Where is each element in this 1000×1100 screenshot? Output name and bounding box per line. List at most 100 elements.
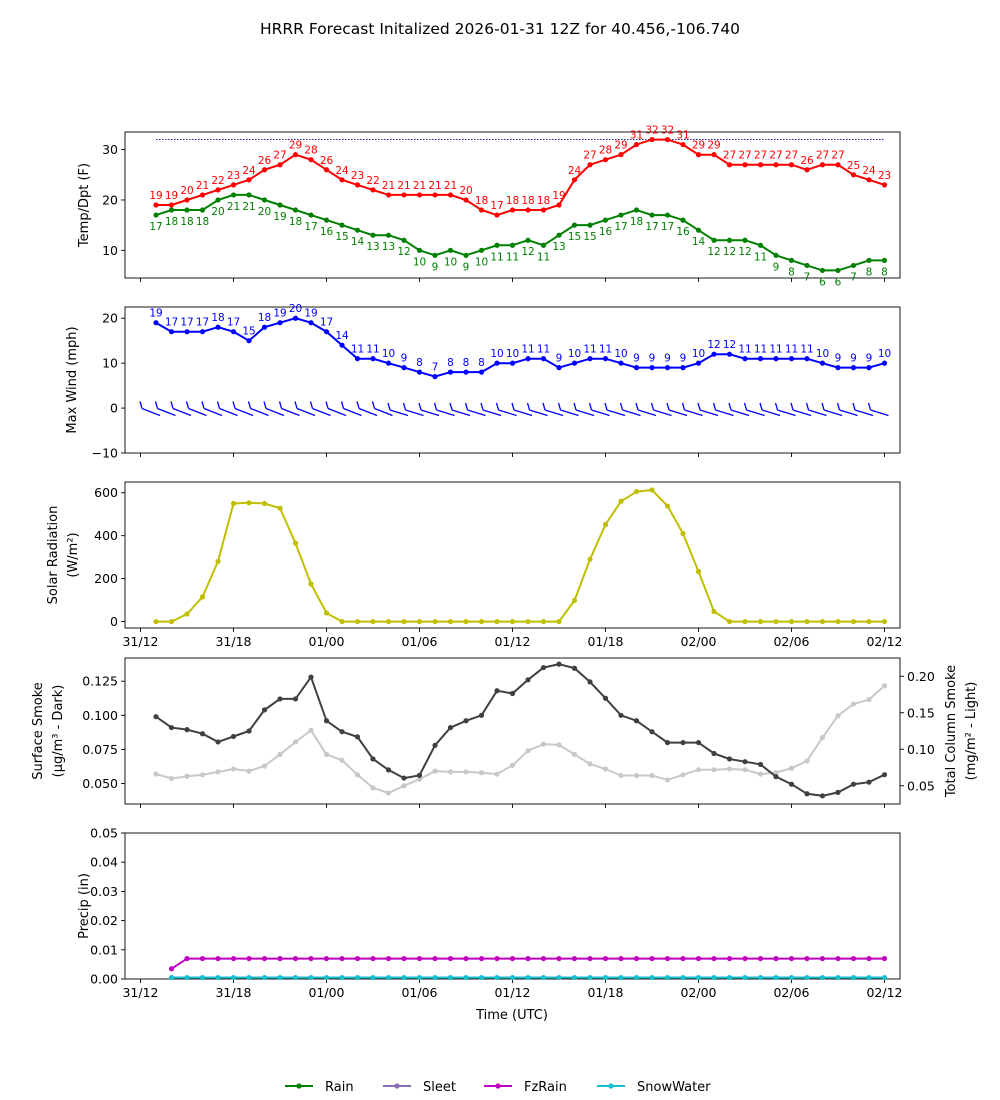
data-label: 27 <box>769 150 782 162</box>
data-point <box>447 769 454 775</box>
data-point <box>525 974 531 981</box>
data-point <box>866 177 872 183</box>
wind-barb-flag <box>278 401 283 409</box>
wind-barb <box>761 409 781 417</box>
data-point <box>571 974 578 981</box>
data-point <box>540 618 547 625</box>
data-point <box>432 192 438 198</box>
data-point <box>804 974 810 981</box>
wind-barb <box>250 407 269 417</box>
data-point <box>850 974 857 981</box>
x-tick-label: 31/18 <box>215 985 251 1000</box>
data-point <box>215 324 221 330</box>
legend-marker <box>394 1083 400 1089</box>
data-label: 8 <box>463 357 470 369</box>
wind-barb <box>560 409 579 417</box>
data-point <box>230 182 237 188</box>
data-point <box>323 329 330 335</box>
data-point <box>711 767 717 773</box>
data-point <box>339 955 345 962</box>
data-point <box>618 360 624 366</box>
data-point <box>850 365 857 371</box>
data-point <box>416 955 423 962</box>
data-point <box>881 618 888 625</box>
wind-barb <box>436 409 455 417</box>
wind-barb-flag <box>759 402 763 411</box>
data-point <box>866 257 872 263</box>
data-label: 17 <box>227 317 240 329</box>
wind-barb-flag <box>557 402 562 411</box>
wind-barbs <box>139 401 889 417</box>
wind-barb-flag <box>216 401 221 409</box>
data-point <box>866 779 872 785</box>
data-point <box>602 521 609 528</box>
data-point <box>711 237 717 243</box>
series-total-column-smoke <box>153 683 888 796</box>
data-label: 10 <box>614 348 627 360</box>
data-point <box>540 664 547 671</box>
data-point <box>308 212 314 218</box>
data-point <box>633 141 640 148</box>
data-point <box>556 202 562 208</box>
data-point <box>540 356 547 362</box>
data-point <box>556 955 562 962</box>
data-label: 29 <box>289 140 302 152</box>
series-fzrain <box>168 955 888 972</box>
data-point <box>680 955 686 962</box>
data-point <box>881 974 888 981</box>
legend-marker <box>296 1083 302 1089</box>
data-point <box>571 597 578 604</box>
data-point <box>432 618 438 625</box>
data-point <box>494 688 500 694</box>
series-line <box>156 488 885 623</box>
data-point <box>215 558 221 565</box>
data-point <box>509 690 516 697</box>
wind-barb <box>699 409 719 417</box>
data-point <box>540 955 547 962</box>
data-label: 13 <box>382 241 395 253</box>
data-label: 9 <box>633 353 640 365</box>
wind-barb-flag <box>619 402 624 411</box>
y-tick-label: 0.05 <box>90 826 118 841</box>
series-surface-smoke <box>153 661 888 799</box>
wind-barb <box>513 409 533 417</box>
data-label: 17 <box>645 221 658 233</box>
wind-barb-flag <box>325 401 329 409</box>
data-point <box>323 167 330 173</box>
data-label: 17 <box>661 221 674 233</box>
data-point <box>726 618 733 625</box>
data-point <box>711 152 717 158</box>
legend-marker <box>608 1083 614 1089</box>
data-point <box>354 772 361 778</box>
data-point <box>602 695 609 701</box>
data-label: 10 <box>506 348 519 360</box>
data-point <box>370 785 376 791</box>
y-tick-label: 30 <box>102 142 118 157</box>
data-label: 19 <box>149 190 162 202</box>
data-point <box>432 374 438 380</box>
data-point <box>447 192 454 198</box>
x-tick-label: 31/12 <box>122 985 158 1000</box>
legend-label: Rain <box>325 1080 354 1095</box>
wind-barb <box>792 409 812 417</box>
data-point <box>602 955 609 962</box>
data-label: 25 <box>847 160 860 172</box>
data-point <box>587 356 593 362</box>
legend: Rain Sleet FzRain SnowWater <box>285 1080 711 1095</box>
data-label: 21 <box>196 180 209 192</box>
data-point <box>261 763 268 769</box>
data-point <box>509 762 516 768</box>
data-label: 11 <box>537 344 550 356</box>
data-point <box>881 182 888 188</box>
data-point <box>432 742 438 748</box>
wind-barb-flag <box>449 402 453 411</box>
data-point <box>742 767 748 773</box>
y-tick-label: 0 <box>110 401 118 416</box>
x-tick-label: 01/12 <box>494 634 530 649</box>
wind-barb-flag <box>650 402 655 411</box>
data-label: 11 <box>490 251 503 263</box>
data-point <box>339 342 345 348</box>
x-tick-label: 02/12 <box>866 985 902 1000</box>
data-point <box>695 974 702 981</box>
